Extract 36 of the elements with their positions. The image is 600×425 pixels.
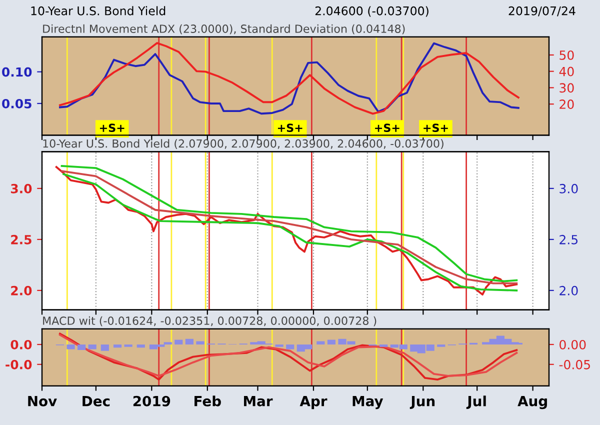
text: 2019/07/24 <box>508 6 576 16</box>
chart-title: MACD wit (-0.01624, -0.02351, 0.00728, 0.00000, 0.00728 ) <box>43 316 376 326</box>
y-tick-label: 2.5 <box>11 234 32 244</box>
chart-title: 10-Year U.S. Bond Yield (2.07900, 2.07900, 2.03900, 2.04600, -0.03700) <box>43 139 444 150</box>
y2-tick-label: 0.00 <box>560 340 586 350</box>
annotation: +S+ <box>278 124 302 132</box>
x-tick-label: Jul <box>466 396 486 409</box>
y-tick-label: 0.0 <box>10 340 32 350</box>
y-tick-label: -0.0 <box>6 360 32 370</box>
y2-tick-label: 3.0 <box>560 184 578 194</box>
y-tick-label: 0.10 <box>2 67 32 77</box>
x-tick-label: Feb <box>194 396 221 406</box>
y-tick-label: 2.0 <box>11 286 32 296</box>
y2-tick-label: 2.5 <box>560 234 578 244</box>
x-tick-label: Aug <box>518 396 547 410</box>
x-tick-label: Apr <box>300 396 328 410</box>
annotation: +S+ <box>375 124 400 132</box>
y-tick-label: 0.05 <box>2 98 32 108</box>
x-tick-label: 2019 <box>133 396 170 406</box>
x-tick-label: Nov <box>28 396 57 406</box>
y2-tick-label: 40 <box>559 66 574 76</box>
chart-title: Directnl Movement ADX (23.0000), Standard Deviation (0.04148) <box>43 24 405 34</box>
x-tick-label: May <box>352 396 384 410</box>
y2-tick-label: 20 <box>560 100 574 109</box>
y2-tick-label: 2.0 <box>560 286 578 296</box>
y-tick-label: 3.0 <box>10 184 32 194</box>
text: 2.04600 (-0.03700) <box>315 6 428 17</box>
y2-tick-label: 50 <box>560 50 574 60</box>
annotation: +S+ <box>100 124 124 132</box>
x-tick-label: Jun <box>410 396 435 409</box>
x-tick-label: Dec <box>82 396 110 406</box>
y2-tick-label: 30 <box>560 83 574 93</box>
text: 10-Year U.S. Bond Yield <box>31 6 166 16</box>
annotation: +S+ <box>424 124 448 132</box>
y2-tick-label: -0.05 <box>559 360 590 370</box>
x-tick-label: Mar <box>244 396 273 406</box>
